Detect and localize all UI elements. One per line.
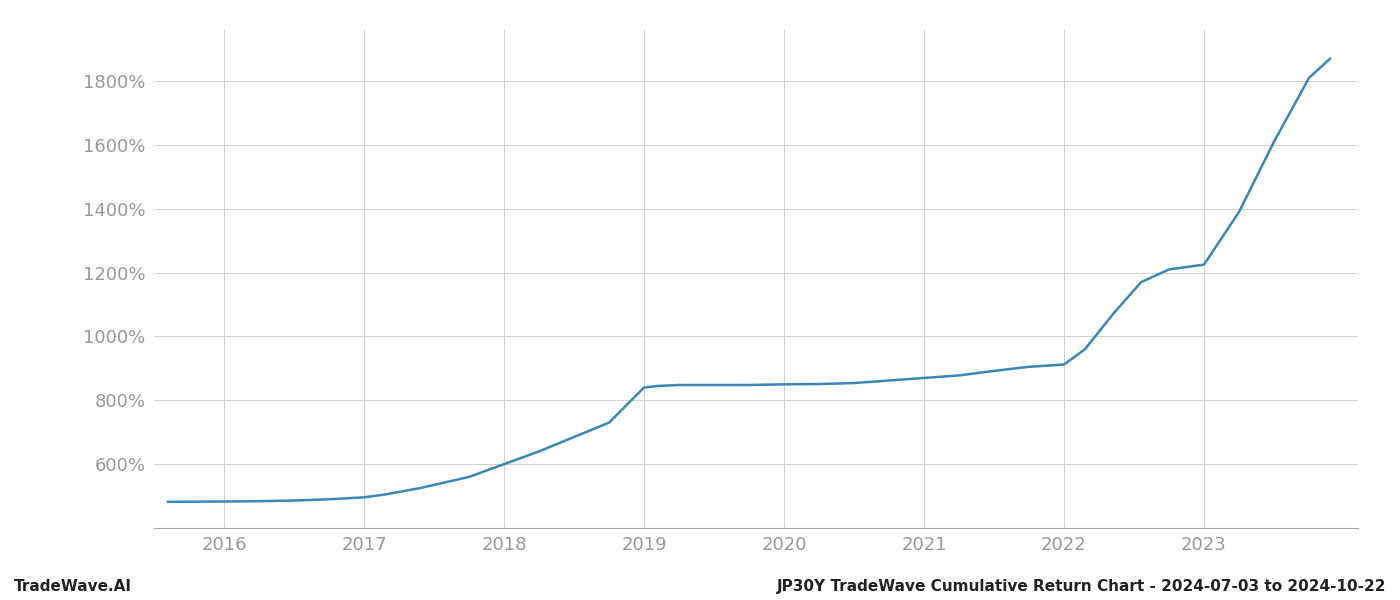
Text: JP30Y TradeWave Cumulative Return Chart - 2024-07-03 to 2024-10-22: JP30Y TradeWave Cumulative Return Chart … [777, 579, 1386, 594]
Text: TradeWave.AI: TradeWave.AI [14, 579, 132, 594]
